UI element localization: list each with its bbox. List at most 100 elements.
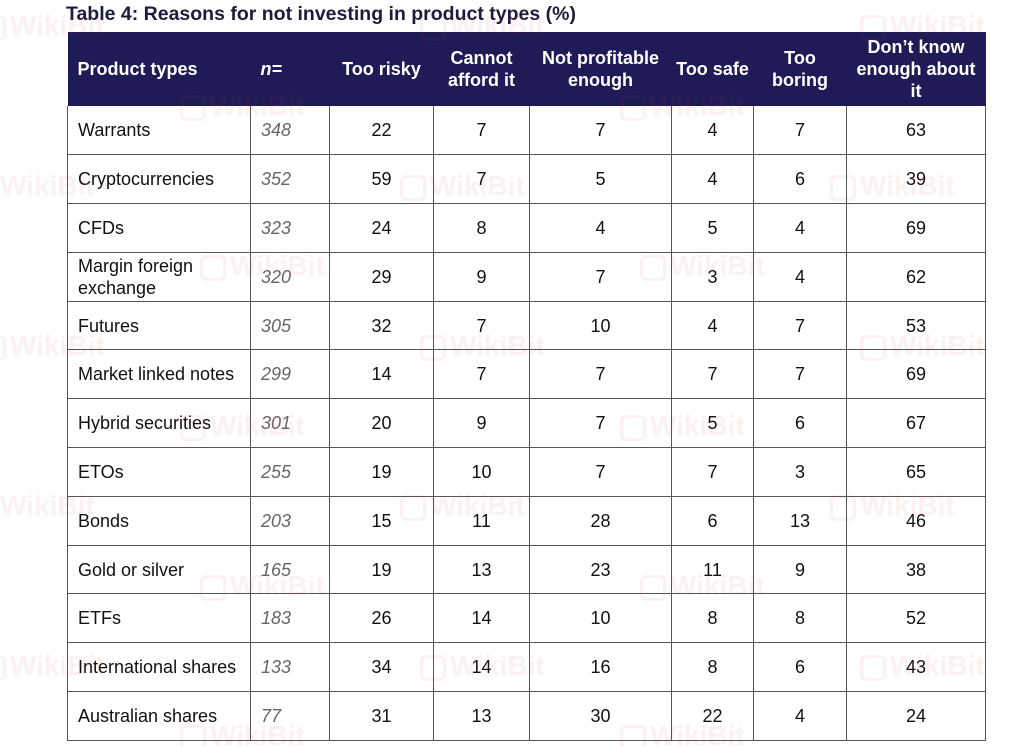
cell-cannot-afford: 7 (433, 301, 530, 351)
cell-too-safe: 7 (671, 447, 754, 497)
cell-dont-know: 62 (846, 252, 986, 302)
cell-not-profitable: 10 (529, 593, 672, 644)
header-dont-know: Don’t know enough about it (846, 32, 986, 106)
cell-n: 133 (250, 642, 330, 693)
cell-not-profitable: 28 (529, 496, 672, 546)
cell-not-profitable: 5 (529, 154, 672, 205)
cell-product: Gold or silver (67, 545, 251, 595)
cell-cannot-afford: 9 (433, 398, 530, 449)
cell-too-safe: 22 (671, 691, 754, 741)
cell-cannot-afford: 14 (433, 642, 530, 693)
table-row: Futures 305 32 7 10 4 7 53 (67, 301, 986, 351)
cell-too-safe: 11 (671, 545, 754, 595)
wikibit-logo-icon (0, 654, 6, 681)
cell-dont-know: 52 (846, 593, 986, 644)
cell-too-boring: 4 (753, 691, 847, 741)
table-title: Table 4: Reasons for not investing in pr… (66, 3, 576, 25)
cell-product: Futures (67, 301, 251, 351)
cell-not-profitable: 10 (529, 301, 672, 351)
cell-dont-know: 65 (846, 447, 986, 497)
cell-dont-know: 69 (846, 349, 986, 400)
cell-dont-know: 24 (846, 691, 986, 741)
cell-too-safe: 7 (671, 349, 754, 400)
cell-too-risky: 14 (329, 349, 434, 400)
cell-cannot-afford: 10 (433, 447, 530, 497)
cell-too-boring: 6 (753, 398, 847, 449)
cell-n: 77 (250, 691, 330, 741)
cell-n: 305 (250, 301, 330, 351)
cell-cannot-afford: 9 (433, 252, 530, 302)
cell-too-boring: 7 (753, 349, 847, 400)
header-product-types: Product types (67, 32, 251, 106)
cell-n: 165 (250, 545, 330, 595)
cell-product: Market linked notes (67, 349, 251, 400)
cell-not-profitable: 23 (529, 545, 672, 595)
cell-not-profitable: 7 (529, 447, 672, 497)
cell-cannot-afford: 14 (433, 593, 530, 644)
cell-product: CFDs (67, 203, 251, 253)
reasons-table: Product types n= Too risky Cannot afford… (67, 32, 986, 741)
cell-cannot-afford: 7 (433, 349, 530, 400)
wikibit-logo-icon (0, 14, 6, 41)
cell-dont-know: 38 (846, 545, 986, 595)
table-row: Hybrid securities 301 20 9 7 5 6 67 (67, 398, 986, 449)
cell-too-risky: 22 (329, 106, 434, 156)
header-not-profitable: Not profitable enough (529, 32, 672, 106)
cell-not-profitable: 7 (529, 349, 672, 400)
table-row: ETOs 255 19 10 7 7 3 65 (67, 447, 986, 497)
cell-dont-know: 53 (846, 301, 986, 351)
cell-too-boring: 7 (753, 106, 847, 156)
header-cannot-afford: Cannot afford it (433, 32, 530, 106)
cell-n: 320 (250, 252, 330, 302)
cell-too-boring: 9 (753, 545, 847, 595)
cell-too-risky: 31 (329, 691, 434, 741)
header-too-safe: Too safe (671, 32, 754, 106)
cell-too-safe: 4 (671, 154, 754, 205)
cell-product: Hybrid securities (67, 398, 251, 449)
cell-not-profitable: 7 (529, 398, 672, 449)
table-row: International shares 133 34 14 16 8 6 43 (67, 642, 986, 693)
cell-n: 352 (250, 154, 330, 205)
cell-n: 301 (250, 398, 330, 449)
cell-too-boring: 8 (753, 593, 847, 644)
cell-cannot-afford: 7 (433, 154, 530, 205)
cell-too-boring: 4 (753, 203, 847, 253)
cell-product: Bonds (67, 496, 251, 546)
cell-dont-know: 67 (846, 398, 986, 449)
cell-product: Warrants (67, 106, 251, 156)
header-too-boring: Too boring (753, 32, 847, 106)
cell-too-boring: 4 (753, 252, 847, 302)
wikibit-logo-icon (0, 334, 6, 361)
cell-n: 299 (250, 349, 330, 400)
cell-too-risky: 15 (329, 496, 434, 546)
table-row: Warrants 348 22 7 7 4 7 63 (67, 106, 986, 156)
cell-too-safe: 3 (671, 252, 754, 302)
cell-too-safe: 5 (671, 203, 754, 253)
cell-n: 323 (250, 203, 330, 253)
cell-cannot-afford: 8 (433, 203, 530, 253)
cell-too-boring: 6 (753, 642, 847, 693)
cell-too-boring: 6 (753, 154, 847, 205)
table-row: Market linked notes 299 14 7 7 7 7 69 (67, 349, 986, 400)
cell-cannot-afford: 7 (433, 106, 530, 156)
cell-not-profitable: 7 (529, 252, 672, 302)
cell-product: Australian shares (67, 691, 251, 741)
header-n: n= (250, 32, 330, 106)
cell-product: International shares (67, 642, 251, 693)
cell-product: ETOs (67, 447, 251, 497)
cell-too-risky: 34 (329, 642, 434, 693)
table-row: Margin foreign exchange 320 29 9 7 3 4 62 (67, 252, 986, 302)
cell-product: Margin foreign exchange (67, 252, 251, 302)
cell-too-safe: 4 (671, 301, 754, 351)
cell-dont-know: 46 (846, 496, 986, 546)
cell-product: ETFs (67, 593, 251, 644)
header-row: Product types n= Too risky Cannot afford… (67, 32, 986, 106)
cell-cannot-afford: 11 (433, 496, 530, 546)
cell-too-risky: 20 (329, 398, 434, 449)
table-row: Australian shares 77 31 13 30 22 4 24 (67, 691, 986, 741)
cell-too-safe: 5 (671, 398, 754, 449)
cell-n: 348 (250, 106, 330, 156)
cell-not-profitable: 30 (529, 691, 672, 741)
table-row: CFDs 323 24 8 4 5 4 69 (67, 203, 986, 253)
cell-too-risky: 29 (329, 252, 434, 302)
